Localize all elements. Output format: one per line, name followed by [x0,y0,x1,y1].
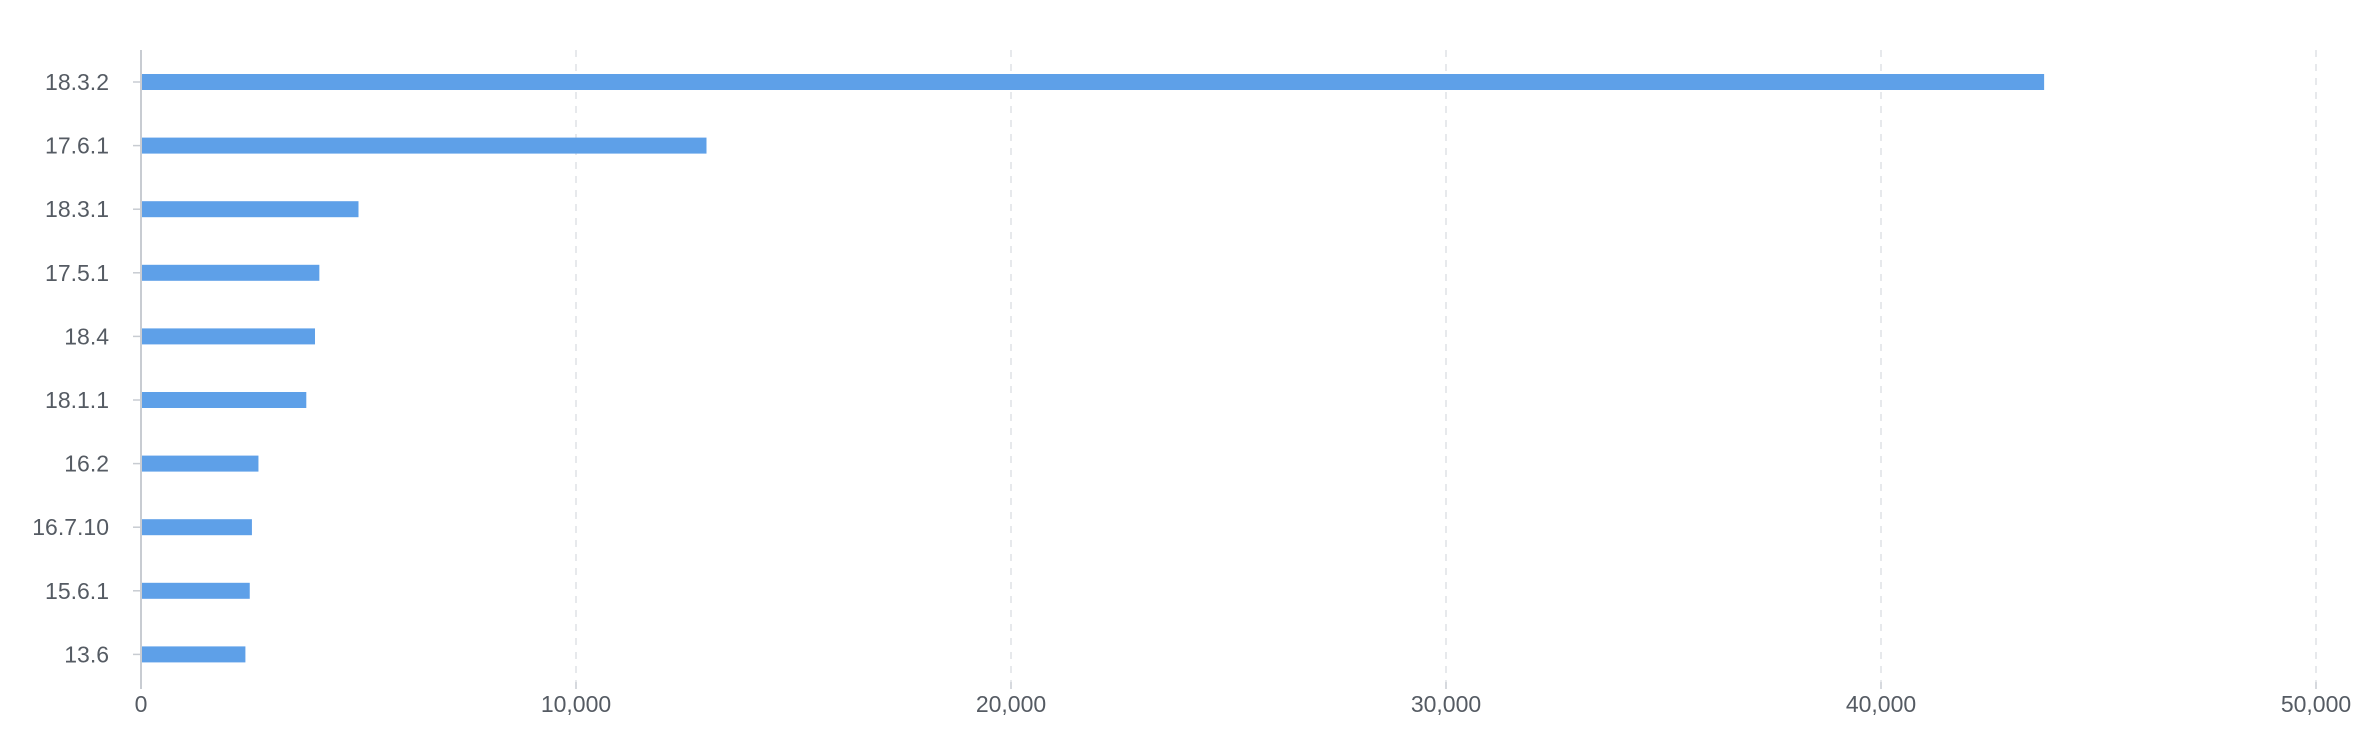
x-tick-labels: 0 10,000 20,000 30,000 40,000 50,000 [135,691,2352,717]
y-tick-labels: 18.3.2 17.6.1 18.3.1 17.5.1 18.4 18.1.1 16.2 16… [32,69,109,667]
x-tick-label: 40,000 [1846,691,1916,717]
y-tick-label: 16.2 [64,451,109,477]
bar [141,137,707,154]
y-tick-label: 16.7.10 [32,514,109,540]
y-tick-label: 15.6.1 [45,578,109,604]
y-tick-label: 17.5.1 [45,260,109,286]
y-tick-label: 17.6.1 [45,133,109,159]
y-tick-label: 18.3.2 [45,69,109,95]
axes [133,50,2317,689]
grid-lines [575,50,2317,682]
bar [141,519,252,536]
x-tick-label: 50,000 [2281,691,2351,717]
bar [141,74,2045,90]
x-tick-label: 30,000 [1411,691,1481,717]
bar [141,201,359,218]
bar [141,264,320,281]
bar [141,328,315,345]
bars [141,74,2045,663]
x-tick-label: 20,000 [976,691,1046,717]
x-tick-label: 0 [135,691,148,717]
bar [141,455,259,472]
y-tick-label: 18.4 [64,323,109,349]
x-tick-label: 10,000 [541,691,611,717]
bar [141,392,307,408]
bar [141,582,250,599]
y-tick-label: 13.6 [64,641,109,667]
bar [141,646,246,663]
y-tick-label: 18.3.1 [45,196,109,222]
y-tick-label: 18.1.1 [45,387,109,413]
